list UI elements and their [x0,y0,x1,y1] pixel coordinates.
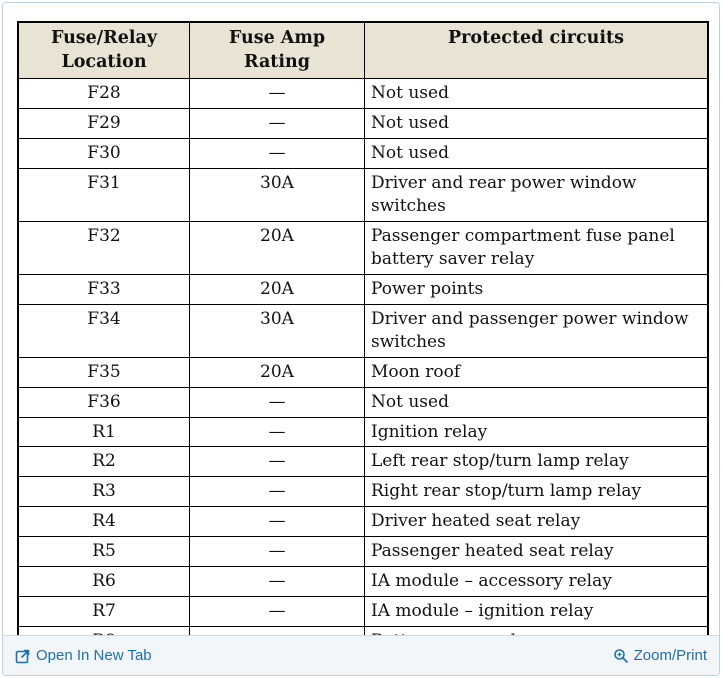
fuse-rating-cell: 20A [189,220,365,275]
fuse-location-cell: R7 [17,596,190,628]
protected-circuits-cell: Driver and rear power window switches [364,168,709,222]
protected-circuits-cell: Battery saver relay [364,626,709,635]
fuse-rating-cell: 30A [189,168,365,222]
fuse-rating-cell: 30A [189,303,365,358]
table-row: F30 — Not used [17,138,709,170]
fuse-table-body: F28 — Not used F29 — Not used F30 — Not … [17,78,709,635]
fuse-location-cell: F30 [17,138,190,170]
fuse-rating-cell: — [189,416,365,448]
protected-circuits-cell: IA module – ignition relay [364,596,709,628]
fuse-location-cell: F36 [17,386,190,418]
protected-circuits-cell: Driver heated seat relay [364,506,709,538]
open-in-new-tab-label: Open In New Tab [36,647,152,664]
table-row: R3 — Right rear stop/turn lamp relay [17,476,709,508]
zoom-print-link[interactable]: Zoom/Print [613,647,707,664]
table-row: F32 20A Passenger compartment fuse panel… [17,220,709,275]
header-fuse-amp-rating: Fuse Amp Rating [189,21,365,80]
protected-circuits-cell: Passenger compartment fuse panel battery… [364,220,709,275]
table-row: F36 — Not used [17,386,709,418]
protected-circuits-cell: Moon roof [364,356,709,388]
fuse-location-cell: F31 [17,168,190,222]
fuse-location-cell: F33 [17,273,190,305]
protected-circuits-cell: Not used [364,386,709,418]
fuse-location-cell: R6 [17,566,190,598]
table-row: R8 — Battery saver relay [17,626,709,635]
protected-circuits-cell: Not used [364,138,709,170]
fuse-rating-cell: — [189,506,365,538]
protected-circuits-cell: Ignition relay [364,416,709,448]
table-row: R4 — Driver heated seat relay [17,506,709,538]
fuse-rating-cell: — [189,446,365,478]
fuse-location-cell: F35 [17,356,190,388]
table-row: R6 — IA module – accessory relay [17,566,709,598]
table-row: R2 — Left rear stop/turn lamp relay [17,446,709,478]
fuse-location-cell: R3 [17,476,190,508]
protected-circuits-cell: Right rear stop/turn lamp relay [364,476,709,508]
table-row: F28 — Not used [17,78,709,110]
fuse-rating-cell: — [189,566,365,598]
fuse-location-cell: F28 [17,78,190,110]
protected-circuits-cell: Left rear stop/turn lamp relay [364,446,709,478]
table-row: F31 30A Driver and rear power window swi… [17,168,709,222]
fuse-location-cell: R8 [17,626,190,635]
protected-circuits-cell: Driver and passenger power window switch… [364,303,709,358]
fuse-table-container: Fuse/Relay Location Fuse Amp Rating Prot… [3,3,719,635]
fuse-rating-cell: — [189,138,365,170]
fuse-location-cell: F32 [17,220,190,275]
table-row: R7 — IA module – ignition relay [17,596,709,628]
header-row: Fuse/Relay Location Fuse Amp Rating Prot… [17,21,709,80]
table-row: R5 — Passenger heated seat relay [17,536,709,568]
external-link-icon [15,648,31,664]
fuse-rating-cell: — [189,78,365,110]
protected-circuits-cell: IA module – accessory relay [364,566,709,598]
protected-circuits-cell: Power points [364,273,709,305]
fuse-location-cell: R2 [17,446,190,478]
table-row: R1 — Ignition relay [17,416,709,448]
protected-circuits-cell: Not used [364,108,709,140]
fuse-rating-cell: — [189,596,365,628]
table-row: F29 — Not used [17,108,709,140]
fuse-rating-cell: — [189,536,365,568]
protected-circuits-cell: Passenger heated seat relay [364,536,709,568]
fuse-location-cell: F34 [17,303,190,358]
fuse-rating-cell: 20A [189,273,365,305]
table-row: F33 20A Power points [17,273,709,305]
table-row: F35 20A Moon roof [17,356,709,388]
header-protected-circuits: Protected circuits [364,21,709,80]
fuse-rating-cell: — [189,476,365,508]
fuse-rating-cell: 20A [189,356,365,388]
protected-circuits-cell: Not used [364,78,709,110]
fuse-location-cell: R5 [17,536,190,568]
fuse-rating-cell: — [189,386,365,418]
viewer-toolbar: Open In New Tab Zoom/Print [3,635,719,675]
fuse-location-cell: R1 [17,416,190,448]
fuse-rating-cell: — [189,626,365,635]
magnifier-plus-icon [613,648,629,664]
fuse-rating-cell: — [189,108,365,140]
fuse-table: Fuse/Relay Location Fuse Amp Rating Prot… [17,21,709,635]
table-row: F34 30A Driver and passenger power windo… [17,303,709,358]
fuse-table-head: Fuse/Relay Location Fuse Amp Rating Prot… [17,21,709,80]
open-in-new-tab-link[interactable]: Open In New Tab [15,647,152,664]
zoom-print-label: Zoom/Print [633,647,707,664]
fuse-location-cell: F29 [17,108,190,140]
fuse-location-cell: R4 [17,506,190,538]
header-fuse-relay-location: Fuse/Relay Location [17,21,190,80]
